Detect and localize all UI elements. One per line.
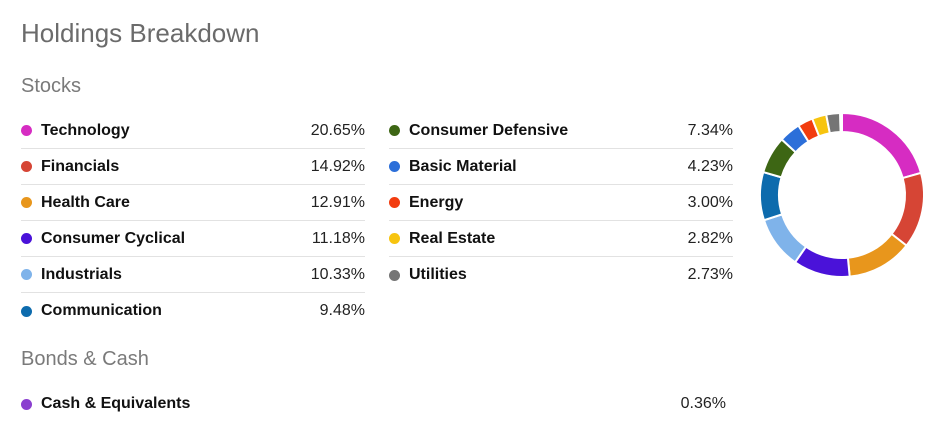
holding-label: Cash & Equivalents xyxy=(41,395,191,412)
holding-label: Real Estate xyxy=(409,229,496,247)
holding-value: 2.73% xyxy=(687,266,733,283)
stocks-list-right: Consumer Defensive 7.34% Basic Material … xyxy=(389,113,733,293)
legend-dot-icon xyxy=(389,197,400,208)
holding-value: 2.82% xyxy=(687,229,733,247)
donut-slice-financials[interactable] xyxy=(890,171,925,248)
holding-value: 7.34% xyxy=(687,121,733,139)
holding-value: 3.00% xyxy=(687,193,733,211)
holding-label: Energy xyxy=(409,193,464,211)
legend-dot-icon xyxy=(21,305,32,317)
holdings-donut-chart xyxy=(759,111,925,278)
holding-label: Consumer Cyclical xyxy=(41,229,186,247)
holding-value: 10.33% xyxy=(310,265,365,283)
donut-slice-utilities[interactable] xyxy=(824,111,842,135)
stocks-list-left: Technology 20.65% Financials 14.92% Heal… xyxy=(21,113,365,329)
holding-row-cash-equivalents: Cash & Equivalents 0.36% xyxy=(21,386,726,422)
holding-row-financials: Financials 14.92% xyxy=(21,149,365,185)
legend-dot-icon xyxy=(21,398,32,410)
holding-row-communication: Communication 9.48% xyxy=(21,293,365,329)
legend-dot-icon xyxy=(21,161,32,172)
donut-slice-communication[interactable] xyxy=(759,170,784,222)
holding-value: 14.92% xyxy=(310,157,365,175)
holding-label: Utilities xyxy=(409,266,467,283)
holding-value: 20.65% xyxy=(310,121,365,139)
legend-dot-icon xyxy=(21,125,32,136)
legend-dot-icon xyxy=(21,269,32,280)
holding-row-industrials: Industrials 10.33% xyxy=(21,257,365,293)
donut-slice-technology[interactable] xyxy=(841,111,923,180)
holding-label: Technology xyxy=(41,121,130,139)
donut-slice-health-care[interactable] xyxy=(846,232,908,278)
bonds-heading: Bonds & Cash xyxy=(21,348,149,370)
legend-dot-icon xyxy=(389,233,400,244)
holding-value: 12.91% xyxy=(310,193,365,211)
donut-slice-cash-equivalents[interactable] xyxy=(839,111,843,134)
legend-dot-icon xyxy=(21,197,32,208)
holding-row-health-care: Health Care 12.91% xyxy=(21,185,365,221)
page-title: Holdings Breakdown xyxy=(21,18,260,48)
holding-value: 9.48% xyxy=(319,302,365,319)
holding-row-utilities: Utilities 2.73% xyxy=(389,257,733,293)
legend-dot-icon xyxy=(389,125,400,136)
holding-value: 4.23% xyxy=(687,157,733,175)
holding-label: Industrials xyxy=(41,265,122,283)
stocks-heading: Stocks xyxy=(21,75,82,97)
holding-label: Financials xyxy=(41,157,120,175)
legend-dot-icon xyxy=(389,161,400,172)
holding-row-energy: Energy 3.00% xyxy=(389,185,733,221)
holding-row-real-estate: Real Estate 2.82% xyxy=(389,221,733,257)
holding-label: Health Care xyxy=(41,193,130,211)
holding-row-consumer-cyclical: Consumer Cyclical 11.18% xyxy=(21,221,365,257)
holding-label: Consumer Defensive xyxy=(409,121,569,139)
donut-slice-industrials[interactable] xyxy=(762,213,808,264)
holding-value: 0.36% xyxy=(680,395,726,412)
holding-label: Basic Material xyxy=(409,157,517,175)
holding-row-technology: Technology 20.65% xyxy=(21,113,365,149)
holding-value: 11.18% xyxy=(311,229,365,247)
holding-label: Communication xyxy=(41,302,162,319)
legend-dot-icon xyxy=(389,269,400,281)
legend-dot-icon xyxy=(21,233,32,244)
holding-row-basic-material: Basic Material 4.23% xyxy=(389,149,733,185)
holding-row-consumer-defensive: Consumer Defensive 7.34% xyxy=(389,113,733,149)
